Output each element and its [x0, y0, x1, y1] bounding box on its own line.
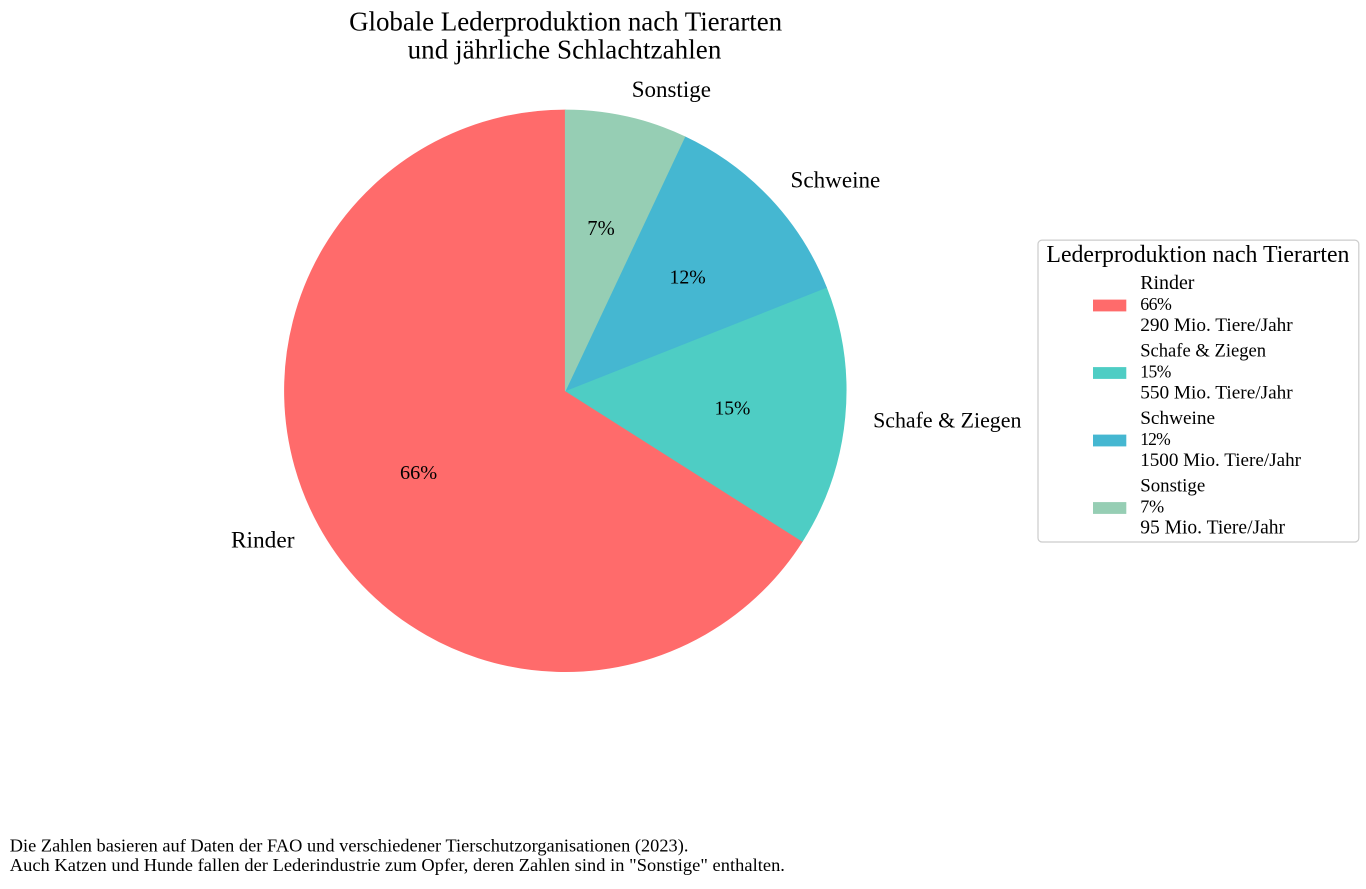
svg-text:Rinder: Rinder: [231, 527, 295, 553]
svg-text:Sonstige: Sonstige: [632, 77, 711, 102]
svg-text:Schweine: Schweine: [791, 167, 881, 193]
svg-text:Schweine: Schweine: [1140, 408, 1215, 429]
svg-text:Schafe & Ziegen: Schafe & Ziegen: [873, 408, 1021, 433]
svg-text:290 Mio. Tiere/Jahr: 290 Mio. Tiere/Jahr: [1140, 315, 1293, 336]
svg-text:15%: 15%: [1140, 362, 1171, 382]
svg-text:Auch Katzen und Hunde fallen d: Auch Katzen und Hunde fallen der Lederin…: [10, 855, 785, 875]
svg-text:Schafe & Ziegen: Schafe & Ziegen: [1140, 340, 1267, 361]
svg-text:Die Zahlen basieren auf Daten: Die Zahlen basieren auf Daten der FAO un…: [10, 836, 689, 857]
svg-text:12%: 12%: [669, 266, 705, 288]
svg-text:Rinder: Rinder: [1140, 272, 1195, 294]
svg-text:1500 Mio. Tiere/Jahr: 1500 Mio. Tiere/Jahr: [1140, 450, 1301, 471]
svg-text:550 Mio. Tiere/Jahr: 550 Mio. Tiere/Jahr: [1140, 382, 1293, 403]
svg-text:66%: 66%: [400, 462, 437, 484]
svg-text:Lederproduktion nach Tierarten: Lederproduktion nach Tierarten: [1046, 242, 1349, 268]
svg-text:66%: 66%: [1140, 294, 1172, 314]
svg-text:Globale Lederproduktion nach T: Globale Lederproduktion nach Tierarten: [349, 7, 783, 37]
svg-text:7%: 7%: [587, 218, 614, 240]
svg-text:7%: 7%: [1140, 497, 1164, 517]
svg-text:95 Mio. Tiere/Jahr: 95 Mio. Tiere/Jahr: [1140, 517, 1285, 538]
svg-text:Sonstige: Sonstige: [1140, 475, 1205, 496]
svg-text:15%: 15%: [714, 398, 750, 419]
svg-text:12%: 12%: [1140, 429, 1170, 449]
svg-text:und jährliche Schlachtzahlen: und jährliche Schlachtzahlen: [408, 35, 722, 65]
